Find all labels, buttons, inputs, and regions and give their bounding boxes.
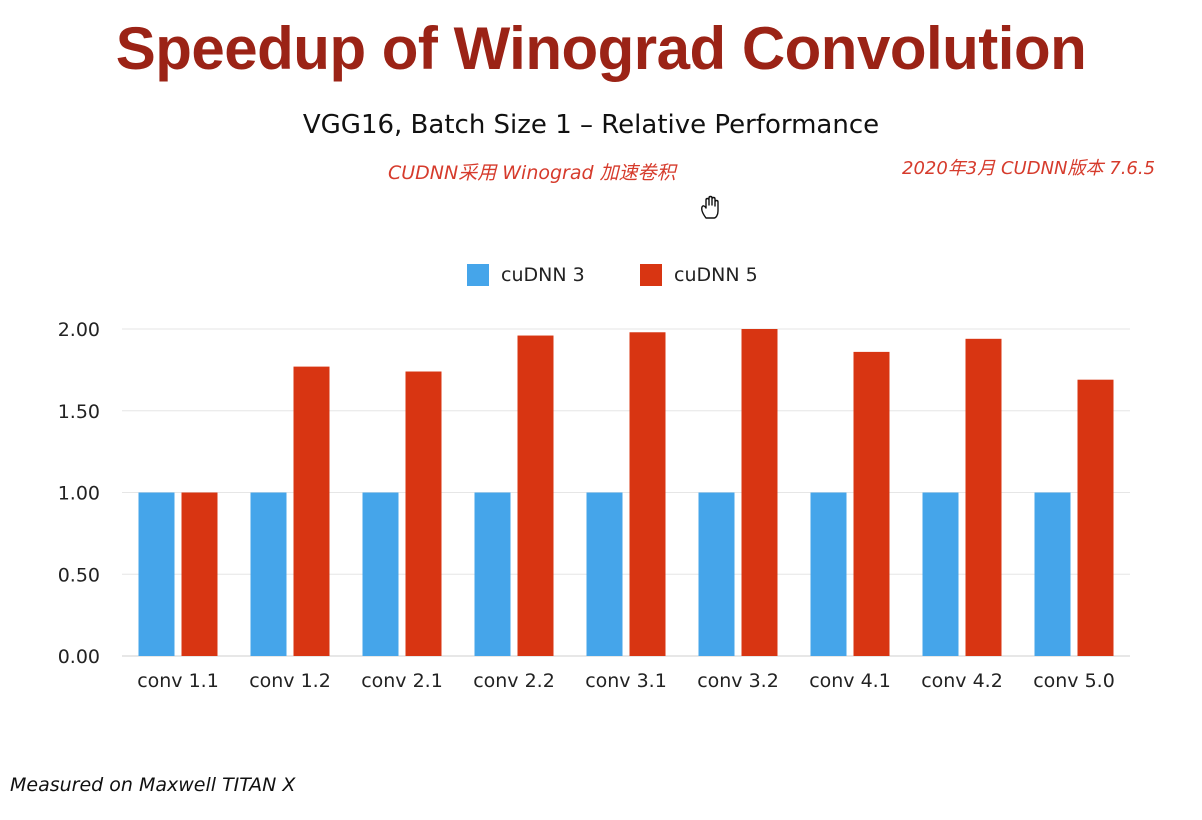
bar-cudnn3 [586, 492, 623, 656]
slide-title: Speedup of Winograd Convolution [115, 15, 1087, 82]
bar-cudnn5 [293, 366, 330, 656]
bar-cudnn3 [250, 492, 287, 656]
x-tick-label: conv 4.2 [921, 670, 1003, 692]
bar-chart: 0.00 0.50 1.00 1.50 2.00 conv 1.1 conv 1.2 conv… [58, 319, 1130, 692]
x-tick-label: conv 3.1 [585, 670, 667, 692]
x-tick-label: conv 3.2 [697, 670, 779, 692]
legend-swatch-series-1 [640, 264, 662, 286]
legend-item-series-1: cuDNN 5 [640, 262, 758, 288]
bar-cudnn5 [405, 371, 442, 656]
x-tick-label: conv 1.1 [137, 670, 219, 692]
legend-item-series-0: cuDNN 3 [467, 262, 585, 288]
hand-cursor-icon [701, 195, 719, 219]
legend-swatch-series-0 [467, 264, 489, 286]
bar-cudnn3 [1034, 492, 1071, 656]
bar-cudnn5 [181, 492, 218, 656]
x-tick-label: conv 5.0 [1033, 670, 1115, 692]
bar-cudnn3 [362, 492, 399, 656]
bar-cudnn5 [741, 329, 778, 656]
x-tick-label: conv 4.1 [809, 670, 891, 692]
legend-label-series-0: cuDNN 3 [501, 264, 585, 286]
bar-cudnn5 [1077, 379, 1114, 656]
handwritten-annotation-right: 2020年3月 CUDNN版本 7.6.5 [902, 158, 1156, 179]
bar-cudnn3 [698, 492, 735, 656]
bar-cudnn5 [853, 351, 890, 656]
legend-label-series-1: cuDNN 5 [674, 264, 758, 286]
chart-legend: cuDNN 3 cuDNN 5 [0, 262, 1202, 288]
x-tick-label: conv 2.1 [361, 670, 443, 692]
bar-cudnn5 [517, 335, 554, 656]
x-tick-label: conv 1.2 [249, 670, 331, 692]
y-tick-label: 2.00 [58, 319, 100, 341]
footnote: Measured on Maxwell TITAN X [10, 774, 296, 796]
x-tick-label: conv 2.2 [473, 670, 555, 692]
bar-cudnn3 [922, 492, 959, 656]
handwritten-annotation-left: CUDNN采用 Winograd 加速卷积 [388, 162, 676, 184]
bar-cudnn3 [474, 492, 511, 656]
y-tick-label: 0.00 [58, 646, 100, 668]
y-tick-label: 1.00 [58, 483, 100, 505]
chart-title: VGG16, Batch Size 1 – Relative Performan… [302, 110, 880, 140]
bar-cudnn5 [965, 338, 1002, 656]
bar-cudnn5 [629, 332, 666, 656]
y-tick-label: 1.50 [58, 401, 100, 423]
bar-cudnn3 [138, 492, 175, 656]
bar-cudnn3 [810, 492, 847, 656]
y-tick-label: 0.50 [58, 564, 100, 586]
